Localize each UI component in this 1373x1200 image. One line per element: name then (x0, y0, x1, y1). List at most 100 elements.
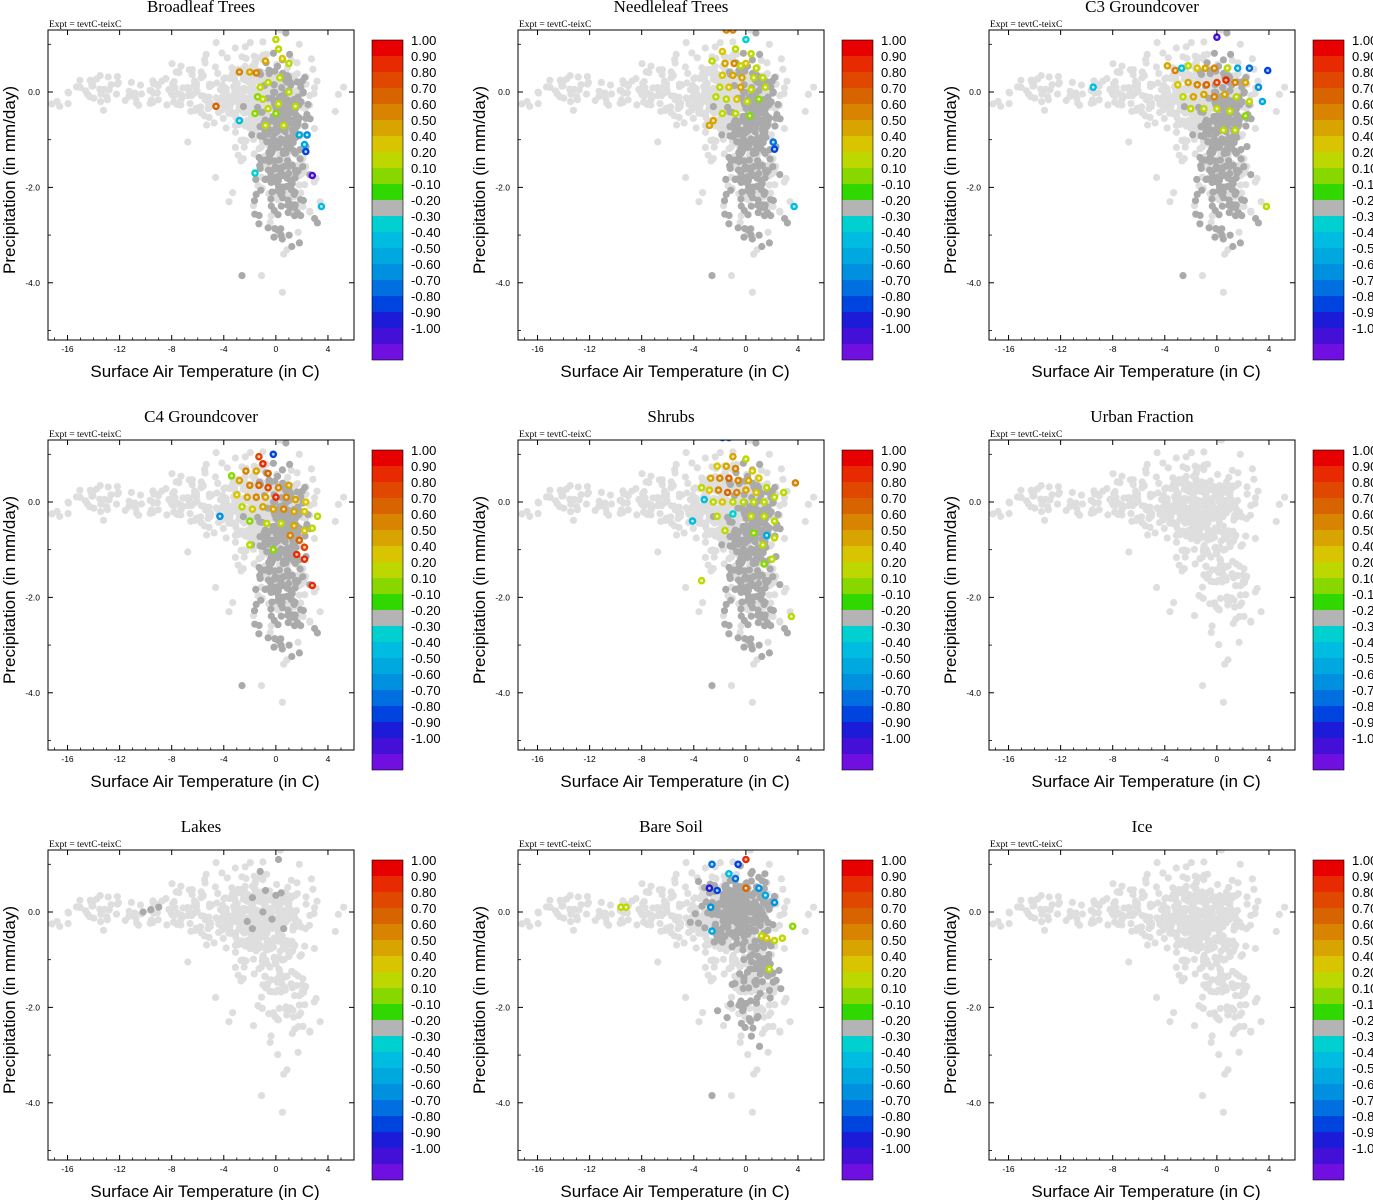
neutral-point (1189, 131, 1197, 139)
bg-point (649, 84, 657, 92)
bg-point (601, 499, 609, 507)
neutral-point (758, 125, 766, 133)
bg-point (1138, 74, 1146, 82)
bg-point (203, 531, 211, 539)
bg-point (310, 494, 319, 502)
colorbar-segment (372, 328, 403, 344)
neutral-point (1226, 87, 1234, 95)
colorbar-label: 0.90 (411, 459, 436, 474)
neutral-point (1236, 101, 1244, 109)
colorbar-segment (1313, 184, 1344, 200)
bg-point (1159, 49, 1167, 57)
bg-point (737, 622, 745, 630)
bg-point (103, 503, 111, 511)
bg-point (804, 500, 813, 508)
bg-point (780, 178, 788, 186)
x-tick-label: -16 (61, 754, 74, 764)
colorbar-label: -0.10 (411, 177, 441, 192)
data-point-core (261, 97, 265, 101)
bg-point (1167, 74, 1175, 82)
bg-point (163, 511, 171, 519)
colorbar-segment (842, 280, 873, 296)
bg-point (188, 66, 196, 74)
bg-point (97, 508, 105, 516)
colorbar-segment (1313, 88, 1344, 104)
neutral-point (1220, 105, 1228, 113)
bg-point (546, 486, 554, 494)
bg-point (682, 504, 690, 512)
neutral-point (737, 527, 745, 535)
neutral-point (751, 538, 759, 546)
bg-point (1143, 50, 1151, 59)
bg-point (239, 75, 247, 83)
bg-point (1125, 138, 1133, 146)
bg-point (1275, 90, 1283, 98)
bg-point (771, 181, 779, 189)
bg-point (695, 519, 703, 527)
bg-point (546, 493, 554, 501)
bg-point (780, 84, 789, 92)
neutral-point (1232, 133, 1240, 141)
bg-point (695, 198, 703, 206)
bg-point (656, 100, 664, 108)
bg-point (287, 466, 295, 474)
bg-point (107, 491, 115, 499)
bg-point (220, 506, 229, 514)
neutral-point (1225, 209, 1233, 217)
bg-point (704, 561, 712, 569)
y-tick-label: 0.0 (498, 87, 510, 97)
bg-point (137, 500, 146, 508)
neutral-point (734, 504, 742, 512)
data-point-core (721, 112, 724, 115)
colorbar-segment (842, 152, 873, 168)
bg-point (131, 499, 139, 507)
bg-point (101, 495, 109, 503)
bg-point (1037, 72, 1045, 80)
neutral-point (1228, 203, 1236, 211)
colorbar-segment (1313, 136, 1344, 152)
bg-point (643, 68, 651, 76)
bg-point (231, 531, 239, 540)
neutral-point (751, 128, 759, 136)
data-point-core (277, 47, 280, 51)
bg-point (76, 83, 84, 91)
bg-point (1171, 91, 1179, 99)
bg-point (240, 553, 248, 561)
bg-point (1238, 189, 1246, 197)
data-point-core (1235, 95, 1238, 99)
data-point-core (764, 85, 767, 89)
neutral-point (252, 190, 260, 198)
data-point-core (274, 38, 278, 41)
x-tick-label: -8 (1109, 344, 1117, 354)
colorbar-label: 0.90 (1352, 49, 1373, 64)
data-point-core (253, 112, 257, 115)
data-point-core (1236, 66, 1240, 70)
colorbar-label: -0.40 (411, 635, 441, 650)
neutral-point (741, 163, 749, 171)
neutral-point (296, 565, 304, 573)
scatter-points (518, 440, 818, 706)
neutral-point (271, 573, 279, 581)
bg-point (1251, 124, 1259, 133)
neutral-point (264, 166, 273, 174)
bg-point (136, 81, 145, 89)
data-point-core (718, 85, 722, 89)
neutral-point (727, 186, 735, 194)
data-point-core (761, 76, 765, 80)
colorbar-label: 0.60 (411, 97, 436, 112)
bg-point (1162, 89, 1171, 97)
bg-point (1207, 218, 1215, 226)
bg-point (714, 481, 722, 489)
neutral-point (267, 195, 275, 203)
bg-point (107, 81, 115, 89)
neutral-point (270, 536, 278, 544)
bg-point (1170, 189, 1178, 197)
data-point-core (310, 174, 314, 177)
colorbar-segment (842, 328, 873, 344)
bg-point (226, 484, 234, 492)
bg-point (184, 138, 192, 146)
bg-point (701, 454, 709, 462)
bg-point (1161, 75, 1169, 83)
neutral-point (1193, 190, 1201, 198)
data-point-core (282, 507, 286, 511)
